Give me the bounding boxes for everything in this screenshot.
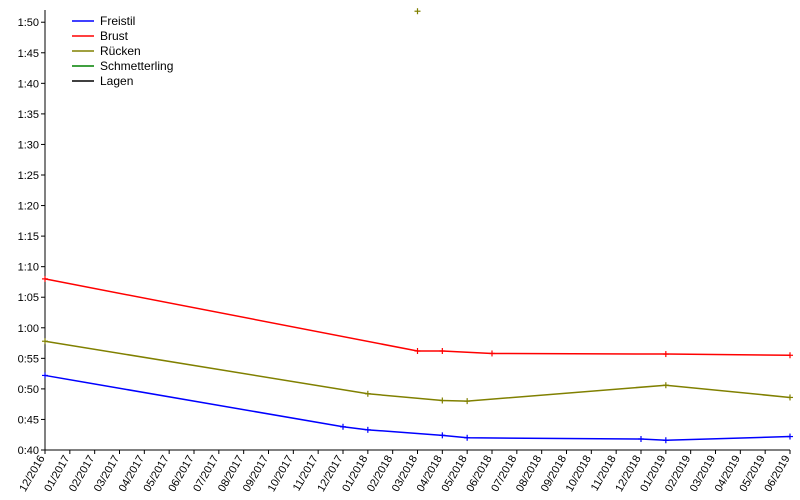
svg-text:Brust: Brust [100,29,129,43]
svg-text:Rücken: Rücken [100,44,141,58]
svg-text:Lagen: Lagen [100,74,133,88]
swim-times-chart: 0:400:450:500:551:001:051:101:151:201:25… [0,0,800,500]
svg-text:1:00: 1:00 [18,323,39,335]
chart-container: 0:400:450:500:551:001:051:101:151:201:25… [0,0,800,500]
svg-text:1:35: 1:35 [18,109,39,121]
svg-text:1:15: 1:15 [18,231,39,243]
svg-text:1:30: 1:30 [18,139,39,151]
svg-text:1:05: 1:05 [18,292,39,304]
svg-text:0:50: 0:50 [18,384,39,396]
svg-text:0:45: 0:45 [18,414,39,426]
svg-text:1:50: 1:50 [18,17,39,29]
svg-text:Freistil: Freistil [100,14,135,28]
svg-text:1:40: 1:40 [18,78,39,90]
svg-text:1:25: 1:25 [18,170,39,182]
svg-text:0:55: 0:55 [18,353,39,365]
svg-text:Schmetterling: Schmetterling [100,59,173,73]
svg-text:1:45: 1:45 [18,48,39,60]
svg-text:1:10: 1:10 [18,262,39,274]
svg-text:1:20: 1:20 [18,201,39,213]
